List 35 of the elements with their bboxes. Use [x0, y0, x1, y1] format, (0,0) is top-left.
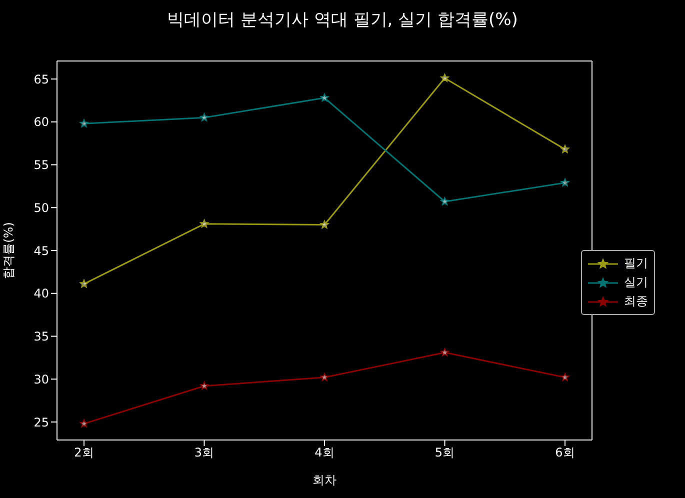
- point: [320, 372, 329, 382]
- legend-label: 최종: [624, 293, 648, 310]
- point: [80, 279, 88, 288]
- point: [560, 144, 570, 154]
- point: [560, 372, 570, 382]
- x-tick-label: 6회: [555, 446, 575, 460]
- y-tick-label: 30: [34, 372, 49, 386]
- point: [440, 74, 450, 82]
- y-tick-label: 40: [34, 286, 49, 301]
- x-axis-title: 회차: [312, 473, 336, 487]
- x-tick-label: 5회: [434, 446, 455, 460]
- point: [320, 220, 329, 229]
- point: [320, 93, 329, 102]
- point: [80, 419, 88, 428]
- y-axis-title: 합격률(%): [1, 222, 16, 279]
- y-tick-label: 45: [34, 244, 49, 258]
- point: [440, 197, 450, 206]
- y-tick-label: 25: [34, 415, 49, 430]
- x-tick-label: 4회: [314, 446, 334, 460]
- point: [200, 381, 209, 390]
- legend-label: 실기: [624, 274, 648, 291]
- y-tick-label: 65: [34, 72, 49, 86]
- point: [200, 219, 209, 228]
- chart-title: 빅데이터 분석기사 역대 필기, 실기 합격률(%): [166, 9, 519, 31]
- point: [560, 178, 570, 186]
- point: [200, 113, 209, 122]
- y-tick-label: 35: [34, 330, 49, 344]
- legend-label: 필기: [624, 255, 648, 272]
- point: [440, 348, 450, 356]
- x-tick-label: 2회: [74, 446, 94, 460]
- x-tick-label: 3회: [194, 446, 214, 460]
- y-tick-label: 60: [34, 115, 49, 130]
- y-tick-label: 50: [34, 200, 49, 215]
- point: [80, 119, 88, 128]
- y-tick-label: 55: [34, 158, 49, 172]
